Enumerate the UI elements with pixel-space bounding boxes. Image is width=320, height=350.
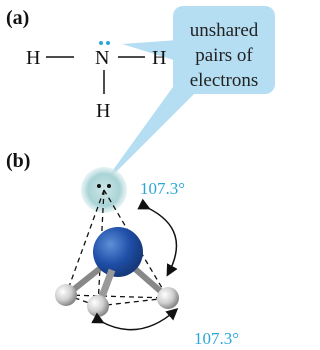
callout-text: pairs of bbox=[195, 45, 253, 66]
panel-label: (a) bbox=[6, 7, 29, 29]
atom: H bbox=[96, 100, 110, 122]
electron bbox=[99, 41, 103, 45]
electron bbox=[106, 41, 110, 45]
h-atom bbox=[157, 287, 179, 309]
atom: H bbox=[26, 47, 40, 69]
h-atom bbox=[87, 295, 109, 317]
angle-arrow bbox=[102, 310, 176, 330]
callout-text: electrons bbox=[190, 70, 259, 91]
angle-arrow bbox=[148, 208, 176, 274]
diagram: unshared pairs of electrons (a) H N H H … bbox=[0, 0, 275, 350]
callout-pointer-small bbox=[122, 40, 180, 62]
electron bbox=[107, 184, 111, 188]
n-atom bbox=[93, 227, 143, 277]
angle-label: 107.3° bbox=[194, 329, 239, 348]
panel-label: (b) bbox=[6, 150, 30, 172]
angle-label: 107.3° bbox=[140, 179, 185, 198]
callout-text: unshared bbox=[190, 20, 259, 41]
atom: N bbox=[95, 47, 109, 69]
atom: H bbox=[152, 47, 166, 69]
electron bbox=[97, 184, 101, 188]
h-atom bbox=[55, 284, 77, 306]
